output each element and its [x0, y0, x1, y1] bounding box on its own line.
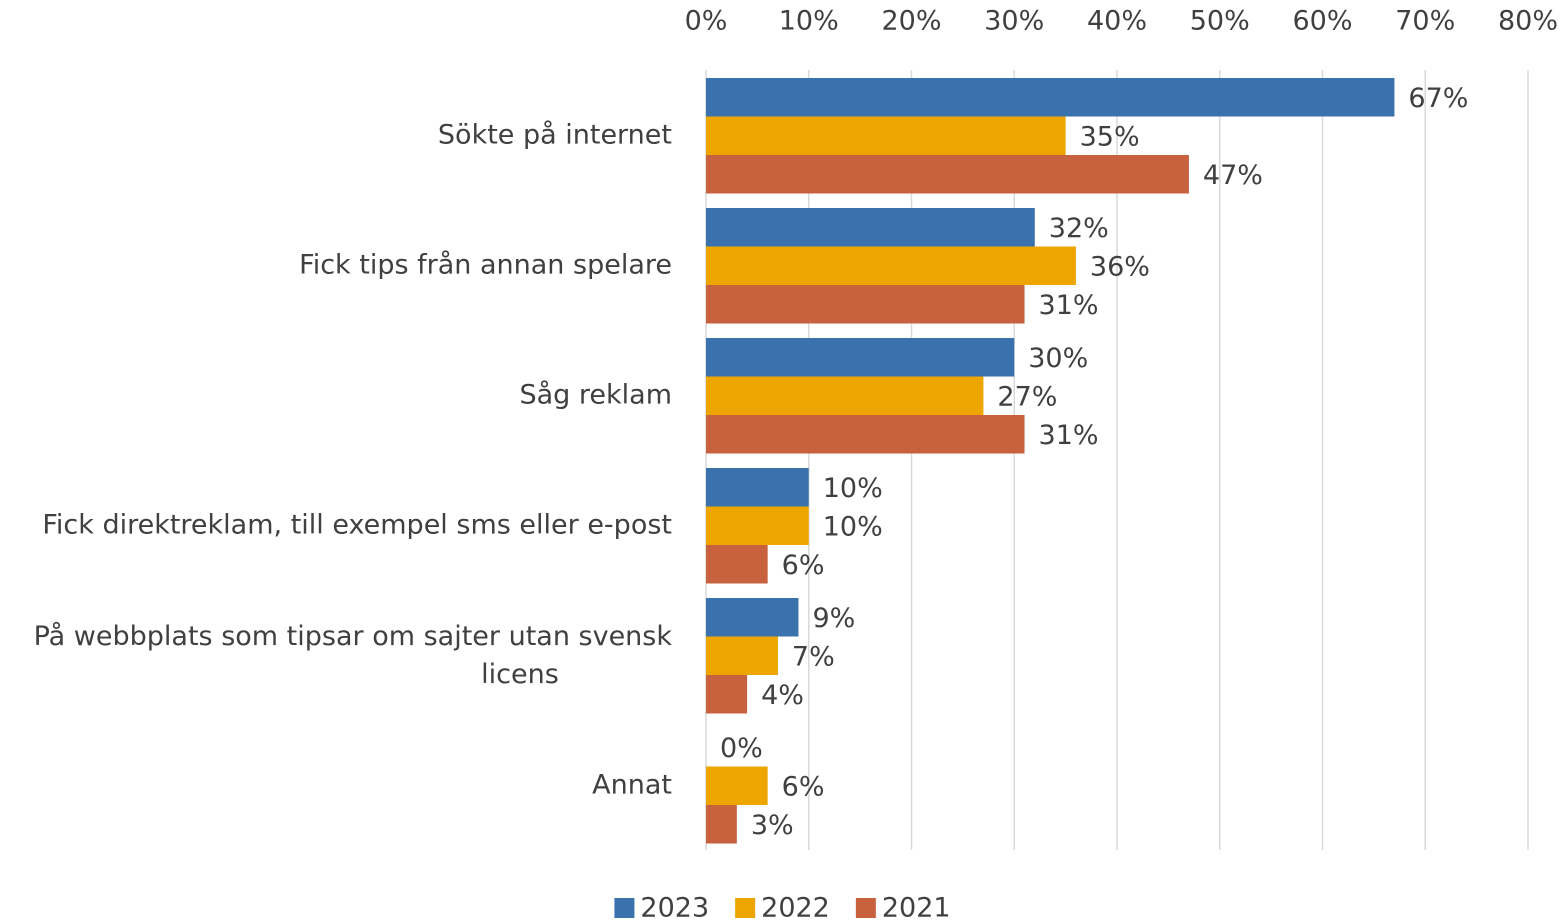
bar	[706, 468, 809, 507]
data-label: 31%	[1039, 420, 1099, 451]
legend-swatch	[855, 898, 876, 918]
legend-swatch	[735, 898, 756, 918]
x-tick-label: 80%	[1498, 6, 1558, 37]
data-label: 32%	[1049, 213, 1109, 244]
data-label: 3%	[751, 810, 794, 841]
data-label: 4%	[761, 680, 804, 711]
category-label: Fick direktreklam, till exempel sms elle…	[42, 509, 672, 540]
category-label: Sökte på internet	[438, 119, 672, 150]
bar	[706, 506, 809, 545]
bar	[706, 766, 768, 805]
bar	[706, 208, 1035, 247]
data-label: 7%	[792, 641, 835, 672]
legend-label: 2021	[882, 893, 951, 921]
data-label: 0%	[720, 733, 763, 764]
data-label: 67%	[1408, 83, 1468, 114]
x-tick-label: 50%	[1190, 6, 1250, 37]
x-tick-label: 40%	[1087, 6, 1147, 37]
legend-swatch	[614, 898, 635, 918]
x-tick-label: 20%	[881, 6, 941, 37]
data-label: 6%	[782, 771, 825, 802]
data-label: 9%	[812, 603, 855, 634]
x-tick-label: 70%	[1395, 6, 1455, 37]
x-tick-label: 10%	[779, 6, 839, 37]
data-label: 6%	[782, 550, 825, 581]
data-label: 47%	[1203, 160, 1263, 191]
data-label: 10%	[823, 511, 883, 542]
bar	[706, 415, 1025, 454]
legend-label: 2022	[761, 893, 830, 921]
legend-label: 2023	[640, 893, 709, 921]
x-tick-label: 0%	[685, 6, 728, 37]
x-tick-label: 30%	[984, 6, 1044, 37]
bar	[706, 545, 768, 584]
bar	[706, 636, 778, 675]
bar	[706, 155, 1189, 194]
data-label: 30%	[1028, 343, 1088, 374]
bar	[706, 116, 1066, 155]
category-label: Såg reklam	[519, 379, 672, 410]
bar	[706, 285, 1025, 324]
bar	[706, 805, 737, 844]
data-label: 27%	[997, 381, 1057, 412]
category-label: Fick tips från annan spelare	[299, 249, 672, 280]
data-label: 35%	[1080, 121, 1140, 152]
data-label: 36%	[1090, 251, 1150, 282]
bar	[706, 598, 799, 637]
bar	[706, 338, 1015, 377]
category-label: På webbplats som tipsar om sajter utan s…	[34, 620, 673, 689]
bar	[706, 246, 1076, 285]
bar	[706, 78, 1395, 117]
data-label: 10%	[823, 473, 883, 504]
x-tick-label: 60%	[1292, 6, 1352, 37]
data-label: 31%	[1039, 290, 1099, 321]
bar	[706, 675, 748, 714]
bar	[706, 376, 984, 415]
category-label: Annat	[592, 769, 672, 800]
